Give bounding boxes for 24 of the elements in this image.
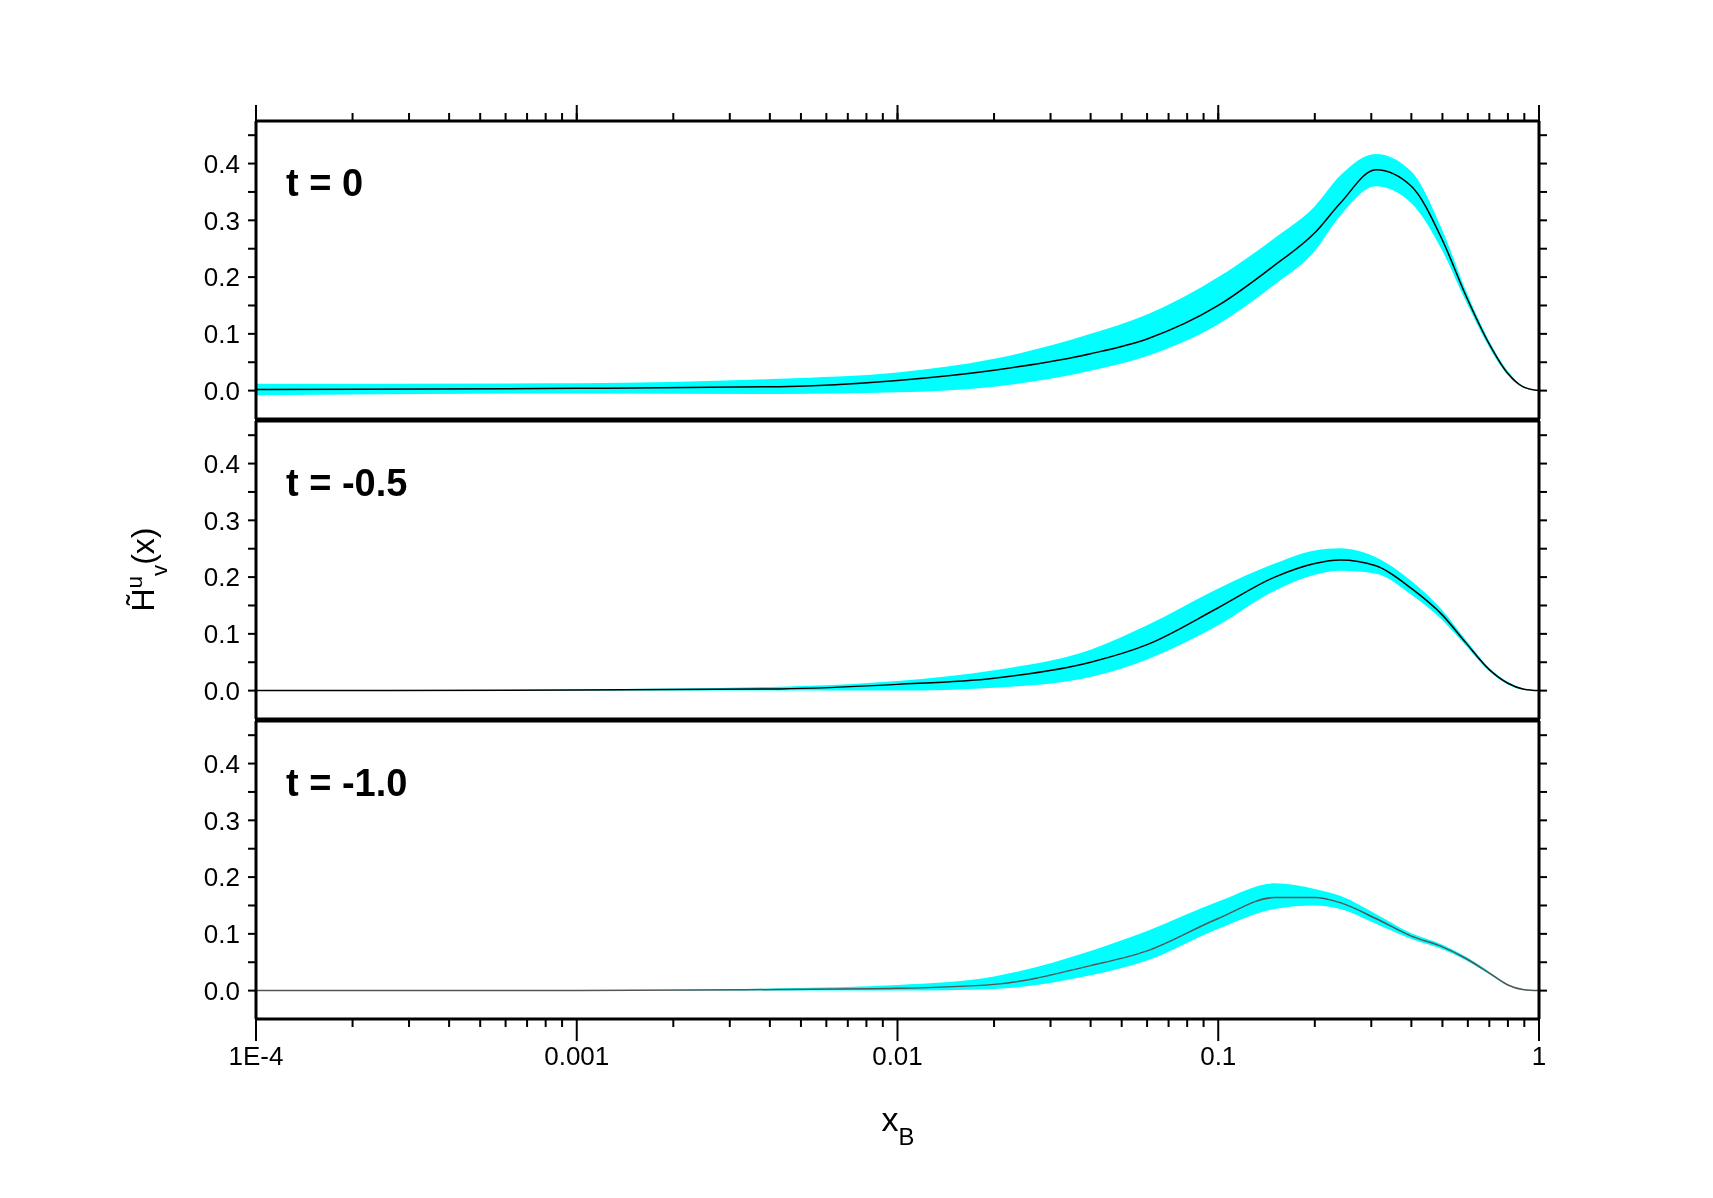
y-tick-label: 0.0: [203, 975, 240, 1006]
y-tick-label: 0.1: [203, 319, 240, 350]
annotation: t = -1.0: [286, 762, 408, 805]
y-tick-label: 0.4: [203, 148, 240, 179]
y-tick-label: 0.2: [203, 262, 240, 293]
x-tick-label: 1: [1531, 1041, 1547, 1071]
y-tick-label: 0.0: [203, 375, 240, 406]
x-tick-label: 0.01: [872, 1041, 923, 1071]
y-tick-label: 0.4: [203, 748, 240, 779]
y-tick-label: 0.3: [203, 805, 240, 836]
annotation: t = 0: [286, 162, 364, 205]
annotation: t = -0.5: [286, 462, 408, 505]
y-tick-label: 0.2: [203, 562, 240, 593]
y-tick-label: 0.1: [203, 919, 240, 950]
y-tick-label: 0.3: [203, 205, 240, 236]
x-tick-label: 0.1: [1200, 1041, 1237, 1071]
y-tick-label: 0.0: [203, 675, 240, 706]
y-tick-label: 0.1: [203, 619, 240, 650]
y-tick-label: 0.3: [203, 505, 240, 536]
x-tick-label: 1E-4: [228, 1041, 284, 1071]
y-tick-label: 0.2: [203, 862, 240, 893]
x-axis-title: x$_{B}$: [881, 1100, 915, 1150]
y-tick-label: 0.4: [203, 448, 240, 479]
x-tick-label: 0.001: [544, 1041, 610, 1071]
